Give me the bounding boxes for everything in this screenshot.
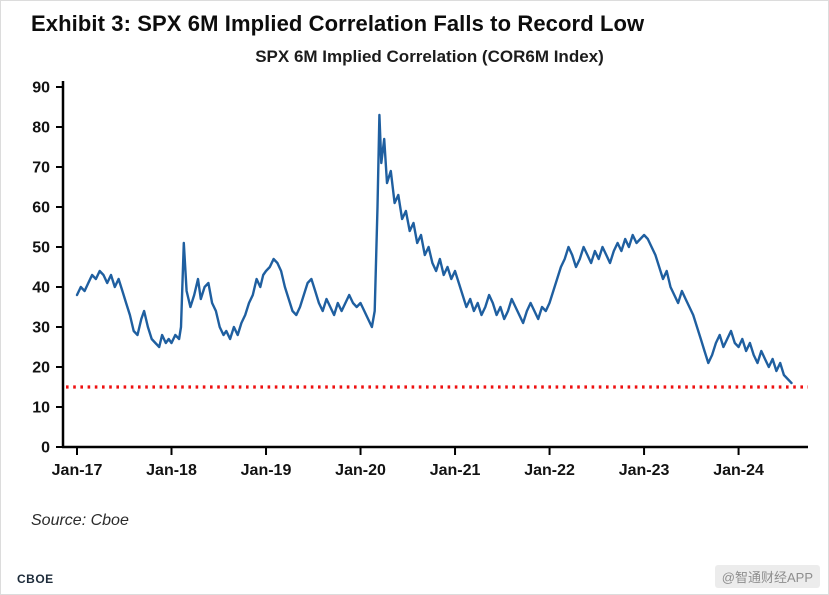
x-tick-label: Jan-21: [430, 462, 481, 479]
y-tick-label: 90: [32, 80, 50, 97]
x-tick-label: Jan-22: [524, 462, 575, 479]
y-tick-label: 20: [32, 360, 50, 377]
x-tick-label: Jan-20: [335, 462, 386, 479]
correlation-line-chart: 0 10 20 30 40 50 60 70 80 90 Jan-17 Jan-18 Jan-19 Jan…: [32, 80, 808, 479]
y-tick-label: 50: [32, 240, 50, 257]
x-tick-label: Jan-24: [713, 462, 764, 479]
y-tick-label: 30: [32, 320, 50, 337]
source-note: Source: Cboe: [31, 512, 129, 529]
chart-area: 0 10 20 30 40 50 60 70 80 90 Jan-17 Jan-18 Jan-19 Jan…: [1, 69, 828, 504]
y-tick-label: 70: [32, 160, 50, 177]
x-tick-label: Jan-23: [619, 462, 670, 479]
footer-brand: CBOE: [17, 572, 54, 586]
x-tick-label: Jan-17: [52, 462, 103, 479]
x-tick-label: Jan-18: [146, 462, 197, 479]
exhibit-title: Exhibit 3: SPX 6M Implied Correlation Fa…: [31, 11, 645, 36]
y-tick-label: 40: [32, 280, 50, 297]
x-tick-label: Jan-19: [241, 462, 292, 479]
implied-correlation-series-line: [75, 113, 793, 385]
y-tick-label: 0: [41, 440, 50, 457]
y-tick-label: 80: [32, 120, 50, 137]
y-tick-label: 60: [32, 200, 50, 217]
watermark: @智通财经APP: [714, 565, 820, 588]
y-tick-label: 10: [32, 400, 50, 417]
chart-title: SPX 6M Implied Correlation (COR6M Index): [255, 47, 604, 66]
